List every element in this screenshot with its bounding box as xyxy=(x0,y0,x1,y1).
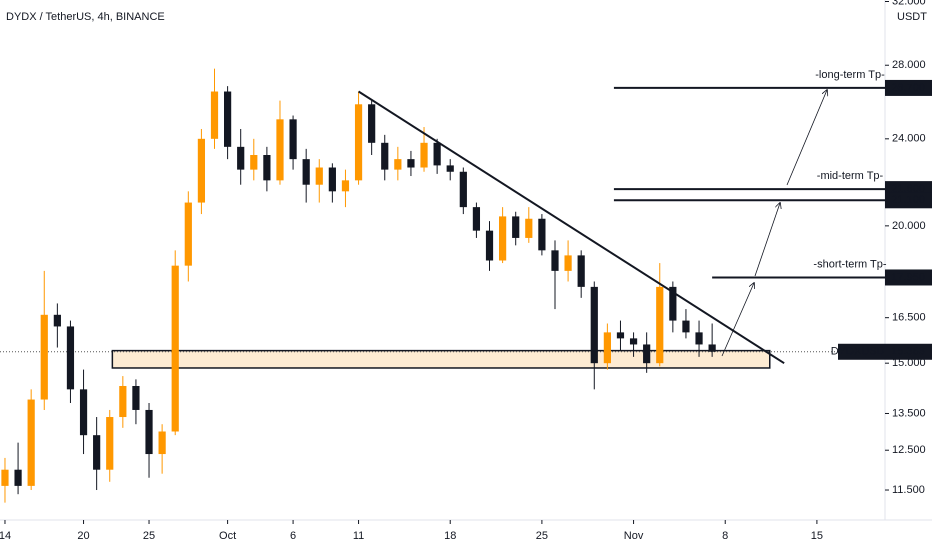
price-label-bg xyxy=(885,192,932,209)
arrow xyxy=(754,203,780,277)
candle-body xyxy=(407,159,415,168)
candle-body xyxy=(237,146,245,170)
candle-body xyxy=(446,165,454,172)
currency-label: USDT xyxy=(897,11,927,23)
candle-body xyxy=(656,286,664,364)
x-tick-label: Oct xyxy=(219,530,236,542)
y-tick-label: 32.000 xyxy=(892,0,926,7)
y-tick-label: 20.000 xyxy=(892,220,926,232)
candle-body xyxy=(224,91,232,147)
x-tick-label: 25 xyxy=(536,530,548,542)
candle-body xyxy=(525,218,533,238)
price-label: 17.950 xyxy=(891,271,925,283)
candle-body xyxy=(106,417,114,470)
candle-body xyxy=(499,216,507,261)
x-tick-label: Nov xyxy=(624,530,644,542)
x-tick-label: 11 xyxy=(353,530,364,542)
candle-body xyxy=(276,119,284,181)
candle-body xyxy=(14,469,22,486)
x-tick-label: 18 xyxy=(444,530,456,542)
candle-body xyxy=(1,469,9,486)
candle-body xyxy=(485,230,494,261)
y-tick-label: 16.500 xyxy=(892,312,926,324)
candle-body xyxy=(616,332,625,339)
candle-body xyxy=(145,409,153,455)
arrow xyxy=(786,90,827,186)
candle-body xyxy=(564,255,572,271)
candle-body xyxy=(302,159,310,185)
price-label-bg xyxy=(885,269,932,286)
candle-body xyxy=(328,167,336,192)
candle-body xyxy=(577,255,585,287)
y-tick-label: 11.500 xyxy=(892,484,925,496)
price-label: 21.600 xyxy=(891,183,925,195)
candle-body xyxy=(708,344,716,352)
target-label: -mid-term Tp- xyxy=(817,170,884,182)
candle-body xyxy=(682,320,690,333)
candle-body xyxy=(79,389,88,436)
candle-body xyxy=(158,431,166,455)
candle-body xyxy=(210,91,219,139)
candle-body xyxy=(459,171,467,208)
candle-body xyxy=(472,207,481,231)
candle-body xyxy=(643,344,651,364)
candle-body xyxy=(184,202,192,266)
price-label: 26.700 xyxy=(891,82,925,94)
price-label-bg xyxy=(885,79,932,96)
candle-body xyxy=(603,332,611,364)
last-price-label: 15.363 xyxy=(891,346,925,358)
candle-body xyxy=(669,286,677,321)
chart-title: DYDX / TetherUS, 4h, BINANCE xyxy=(6,11,165,23)
candle-body xyxy=(315,167,323,185)
candle-body xyxy=(512,216,520,238)
x-tick-label: 25 xyxy=(143,530,155,542)
y-tick-label: 15.000 xyxy=(892,357,926,369)
x-tick-label: 6 xyxy=(290,530,296,542)
candle-body xyxy=(590,286,598,364)
candle-body xyxy=(250,155,258,170)
trendline xyxy=(358,90,785,365)
target-label: -long-term Tp- xyxy=(815,69,885,81)
candle-body xyxy=(66,326,75,390)
y-tick-label: 28.000 xyxy=(892,59,926,71)
candle-body xyxy=(171,265,179,432)
candle-body xyxy=(538,218,546,251)
candle-body xyxy=(695,332,703,345)
candle-body xyxy=(53,314,61,327)
candle-body xyxy=(93,435,101,470)
x-tick-label: 15 xyxy=(811,530,823,542)
symbol-label-bg xyxy=(838,343,885,360)
x-tick-label: 14 xyxy=(0,530,11,542)
target-label: -short-term Tp- xyxy=(813,258,886,270)
y-tick-label: 13.500 xyxy=(892,407,926,419)
candle-body xyxy=(420,142,428,168)
y-tick-label: 12.500 xyxy=(892,444,926,456)
candle-body xyxy=(27,399,35,486)
candle-body xyxy=(263,155,271,181)
price-label: 21.100 xyxy=(891,194,925,206)
candle-body xyxy=(289,119,297,160)
candle-body xyxy=(119,385,127,418)
arrows xyxy=(721,90,827,357)
arrow xyxy=(721,283,754,357)
candle-body xyxy=(132,385,140,410)
candle-body xyxy=(381,142,389,170)
candle-body xyxy=(394,159,402,170)
support-zone xyxy=(111,349,771,369)
last-price-bg xyxy=(885,343,932,360)
symbol-label: DYDXUSDT xyxy=(831,346,892,358)
candle-body xyxy=(341,180,350,192)
candle-body xyxy=(40,314,48,400)
candle-body xyxy=(368,104,376,143)
candle-body xyxy=(551,250,559,271)
x-tick-label: 8 xyxy=(722,530,728,542)
candle-body xyxy=(197,138,206,203)
candle-body xyxy=(354,104,363,181)
candle-body xyxy=(629,338,638,345)
y-tick-label: 24.000 xyxy=(892,133,926,145)
x-tick-label: 20 xyxy=(77,530,89,542)
candle-body xyxy=(433,142,441,166)
